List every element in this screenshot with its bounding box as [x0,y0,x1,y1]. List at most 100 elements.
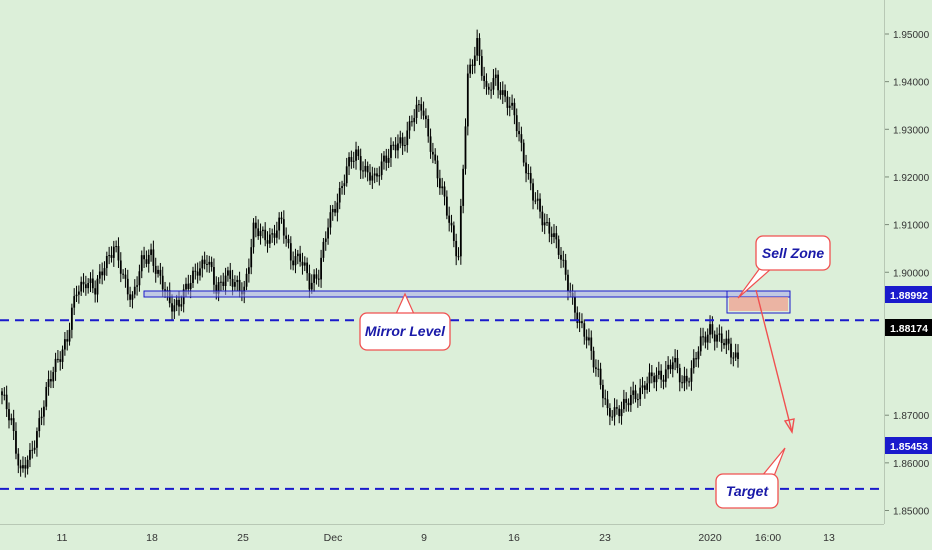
candle-body [308,273,311,290]
candle-body [457,256,460,258]
candle-body [590,337,593,351]
candle-body [697,351,700,360]
x-tick-label: 18 [146,532,158,544]
candle-body [459,205,462,257]
candle-body [145,259,148,264]
y-tick-label: 1.92000 [893,173,930,184]
candle-body [504,90,506,97]
candle-body [59,359,62,362]
candle-body [483,75,486,82]
candle-body [399,137,402,144]
candle-body [555,233,558,240]
candle-body [201,259,204,269]
candle-body [392,144,395,146]
candle-body [560,254,562,260]
candle-body [138,271,141,286]
candle-body [704,336,707,343]
candle-body [322,241,325,258]
candle-body [362,170,364,172]
candle-body [385,155,388,163]
sell-zone-label: Sell Zone [762,245,824,261]
candle-body [359,156,362,171]
candle-body [494,74,497,79]
candle-body [227,270,229,276]
candle-body [595,367,597,369]
candle-body [238,279,241,292]
x-tick-label: 2020 [698,532,722,544]
candle-body [324,238,327,242]
candle-body [636,399,639,401]
candle-body [38,418,41,432]
candle-body [266,240,269,244]
candle-body [425,115,427,120]
candle-body [501,90,504,95]
candle-body [231,278,234,287]
candle-body [518,131,520,135]
candle-body [443,186,446,197]
candle-body [180,304,183,307]
candle-body [140,255,143,272]
candle-body [247,267,250,274]
candle-body [609,408,611,417]
candle-body [473,55,476,66]
candle-body [22,465,24,469]
candle-body [429,136,432,152]
candle-body [334,208,336,213]
candle-body [84,284,87,289]
candle-body [678,367,681,383]
candle-body [341,186,343,188]
candle-body [187,283,190,290]
candle-body [152,249,155,266]
candle-body [643,385,646,390]
candle-body [455,240,458,257]
current-price-badge [885,319,932,336]
x-tick-label: 13 [823,532,835,544]
candle-body [189,282,192,290]
candle-body [404,145,406,147]
candle-body [525,162,527,174]
candle-body [327,227,329,239]
candle-body [720,333,723,343]
candle-body [369,172,371,181]
candle-body [82,281,85,285]
candle-body [683,375,686,384]
candle-body [674,357,677,363]
candle-body [378,175,381,177]
candle-body [271,233,274,235]
candle-body [80,281,83,292]
candle-body [660,370,663,380]
current-price-text: 1.88174 [890,323,928,335]
y-tick-label: 1.86000 [893,459,930,470]
candle-body [31,449,34,451]
candle-body [52,372,55,382]
candle-body [622,398,625,410]
candle-body [436,160,439,179]
x-tick-label: 23 [599,532,611,544]
price-badges: 1.88992 1.88174 1.85453 [885,286,932,454]
candle-body [161,275,164,290]
candle-body [629,394,632,406]
candle-body [101,271,104,276]
candle-body [478,38,481,57]
candle-body [546,222,548,224]
candle-body [289,243,292,261]
candles-layer [1,29,739,478]
candle-body [716,334,718,342]
candle-body [462,168,465,206]
candle-body [597,368,600,370]
candle-body [487,86,490,90]
candle-body [66,339,69,342]
candle-body [536,198,539,201]
candle-body [471,64,474,66]
upper-level-price-text: 1.88992 [890,290,928,302]
candle-body [224,275,227,286]
candle-body [98,271,101,279]
candle-body [175,299,178,306]
candle-body [301,261,304,266]
candle-body [448,215,451,223]
candle-body [613,407,616,417]
candle-body [15,430,17,454]
candle-body [671,362,674,370]
candle-body [47,379,50,387]
